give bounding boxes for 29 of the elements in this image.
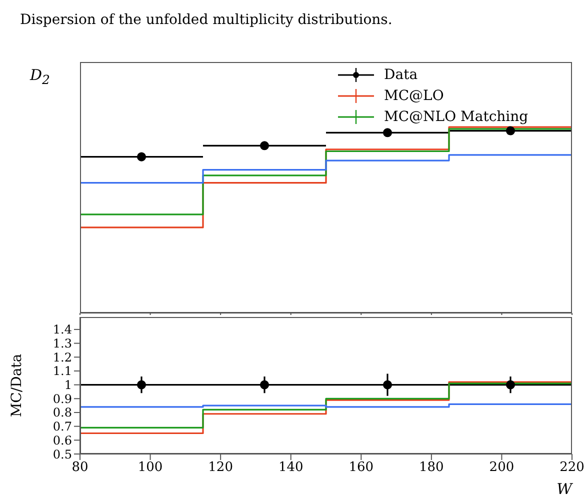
x-axis-title: W (556, 480, 574, 497)
legend-label: MC@LO (384, 88, 444, 104)
legend-label: Data (384, 66, 418, 82)
point (136, 152, 146, 162)
y-tick-label: 0.6 (52, 433, 72, 448)
x-tick-label: 80 (72, 460, 88, 476)
y-tick-label: 0.9 (52, 392, 72, 406)
y-axis-title: MC/Data (8, 354, 25, 418)
x-tick-label: 180 (419, 460, 444, 476)
x-tick-label: 160 (348, 460, 374, 476)
y-tick-label: 1.3 (52, 336, 72, 351)
x-tick-label: 100 (138, 460, 163, 476)
legend-label: MC@NLO Matching (384, 108, 528, 124)
point (506, 126, 516, 136)
chart-title: Dispersion of the unfolded multiplicity distributions. (20, 12, 392, 28)
y-tick-label: 1.1 (52, 364, 72, 378)
y-tick-label: 1.4 (52, 322, 72, 337)
point (260, 141, 270, 150)
x-tick-label: 120 (208, 460, 233, 476)
x-tick-label: 200 (489, 460, 514, 476)
point (382, 128, 392, 138)
y-tick-label: 0.8 (52, 406, 72, 420)
y-tick-label: 1 (64, 378, 72, 392)
y-axis-title: D$_{2}$ (30, 66, 50, 87)
y-tick-label: 0.5 (52, 447, 72, 462)
y-tick-label: 0.7 (52, 420, 72, 434)
x-tick-label: 220 (560, 460, 584, 476)
y-tick-label: 1.2 (52, 350, 72, 364)
x-tick-label: 140 (278, 460, 304, 476)
